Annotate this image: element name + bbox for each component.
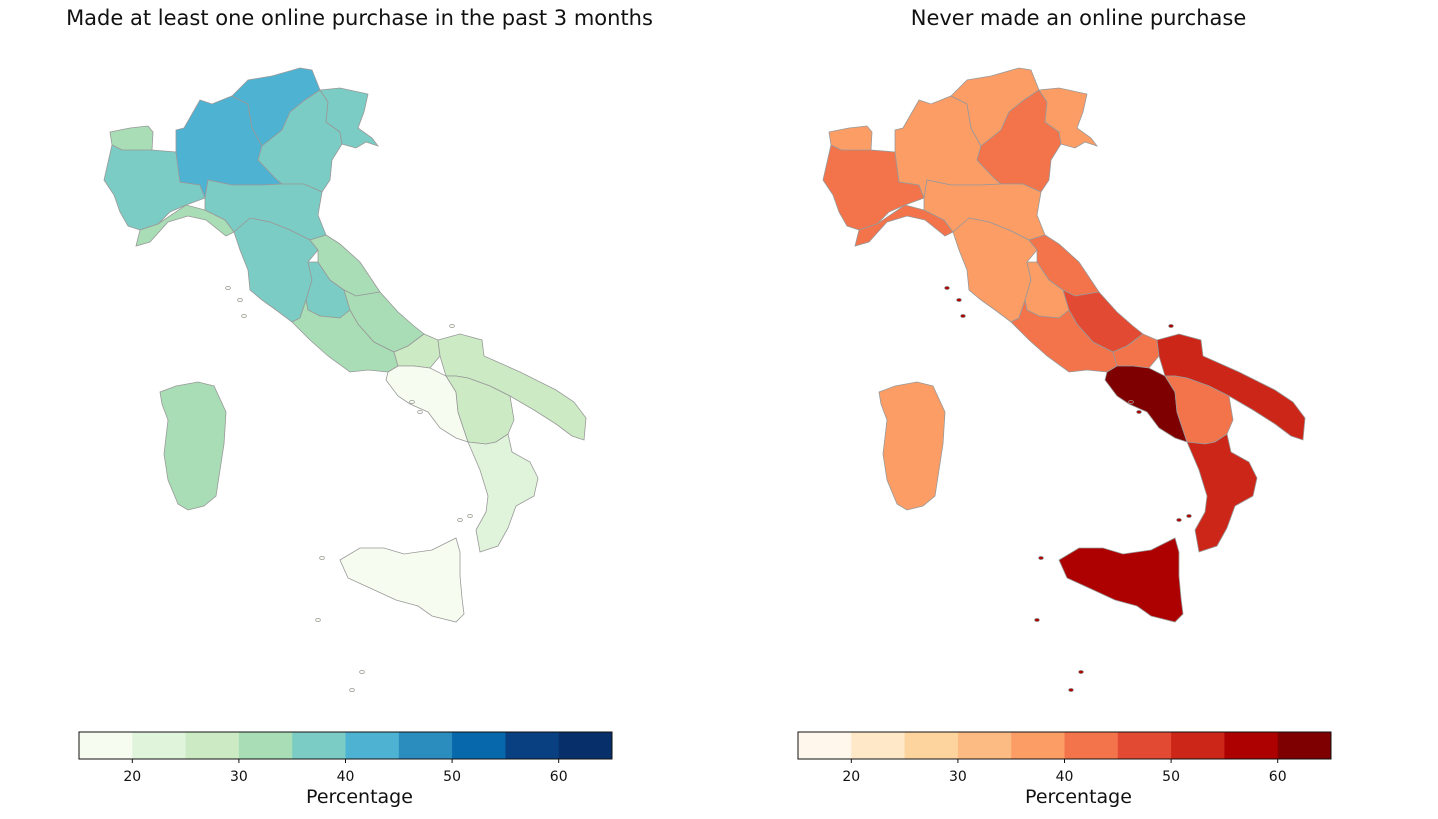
colorbar-swatch — [505, 732, 560, 759]
region-friuli-venezia-giulia — [319, 87, 380, 149]
minor-island — [1176, 518, 1182, 523]
colorbar-swatch — [1117, 732, 1172, 759]
colorbar-swatch — [1171, 732, 1225, 759]
colorbar-tick-label: 30 — [230, 769, 248, 785]
colorbar-tick-label: 30 — [949, 769, 967, 785]
map-panel-left: Made at least one online purchase in the… — [66, 6, 653, 808]
minor-island — [237, 297, 243, 302]
minor-island — [960, 313, 966, 318]
minor-island — [1038, 556, 1044, 561]
region-piemonte — [103, 144, 206, 231]
minor-island — [467, 514, 473, 519]
minor-island — [349, 688, 355, 693]
colorbar-swatch — [345, 732, 400, 759]
minor-island — [956, 297, 962, 302]
minor-island — [225, 285, 231, 290]
colorbar-label: Percentage — [1025, 786, 1132, 808]
region-piemonte — [822, 144, 925, 231]
map-panel-right: Never made an online purchase 20 30 40 50 60… — [719, 0, 1438, 819]
minor-island — [241, 313, 247, 318]
minor-island — [409, 399, 415, 404]
colorbar-tick-label: 60 — [1269, 769, 1287, 785]
colorbar-swatch — [558, 732, 613, 759]
colorbar-tick-label: 20 — [842, 769, 860, 785]
colorbar-swatch — [452, 732, 506, 759]
minor-island — [449, 323, 455, 328]
minor-island — [315, 618, 321, 623]
minor-island — [457, 518, 463, 523]
minor-island — [944, 285, 950, 290]
colorbar-swatch — [1224, 732, 1279, 759]
colorbar-swatch — [238, 732, 293, 759]
colorbar-swatch — [1011, 732, 1065, 759]
minor-island — [1168, 323, 1174, 328]
region-sardegna — [159, 381, 227, 511]
colorbar-tick-label: 40 — [337, 769, 355, 785]
colorbar-swatch — [904, 732, 959, 759]
region-sicilia — [339, 537, 465, 623]
colorbar-swatch — [798, 732, 852, 759]
colorbar-tick-label: 50 — [443, 769, 461, 785]
colorbar-swatch — [79, 732, 133, 759]
region-liguria — [135, 204, 235, 247]
colorbar-swatch — [1277, 732, 1332, 759]
colorbar-swatch — [1064, 732, 1119, 759]
minor-island — [1034, 618, 1040, 623]
colorbar-swatch — [957, 732, 1012, 759]
minor-island — [359, 670, 365, 675]
map-title: Never made an online purchase — [910, 6, 1247, 30]
colorbar-tick-label: 50 — [1162, 769, 1180, 785]
region-liguria — [854, 204, 954, 247]
colorbar-swatch — [398, 732, 453, 759]
colorbar-tick-label: 60 — [550, 769, 568, 785]
colorbar-swatch — [292, 732, 346, 759]
region-calabria — [467, 433, 539, 553]
minor-island — [1068, 688, 1074, 693]
choropleth-map: 20 30 40 50 60 — [797, 67, 1332, 785]
colorbar-swatch — [185, 732, 240, 759]
region-sardegna — [878, 381, 946, 511]
colorbar-swatch — [132, 732, 187, 759]
minor-island — [1136, 409, 1142, 414]
minor-island — [319, 556, 325, 561]
map-title: Made at least one online purchase in the… — [66, 6, 653, 30]
minor-island — [417, 409, 423, 414]
minor-island — [1078, 670, 1084, 675]
region-sicilia — [1058, 537, 1184, 623]
colorbar-tick-label: 40 — [1056, 769, 1074, 785]
colorbar-swatch — [851, 732, 906, 759]
minor-island — [1128, 399, 1134, 404]
colorbar-tick-label: 20 — [123, 769, 141, 785]
colorbar-label: Percentage — [306, 786, 413, 808]
region-calabria — [1186, 433, 1258, 553]
region-friuli-venezia-giulia — [1038, 87, 1099, 149]
choropleth-map: 20 30 40 50 60 — [78, 67, 613, 785]
minor-island — [1186, 514, 1192, 519]
